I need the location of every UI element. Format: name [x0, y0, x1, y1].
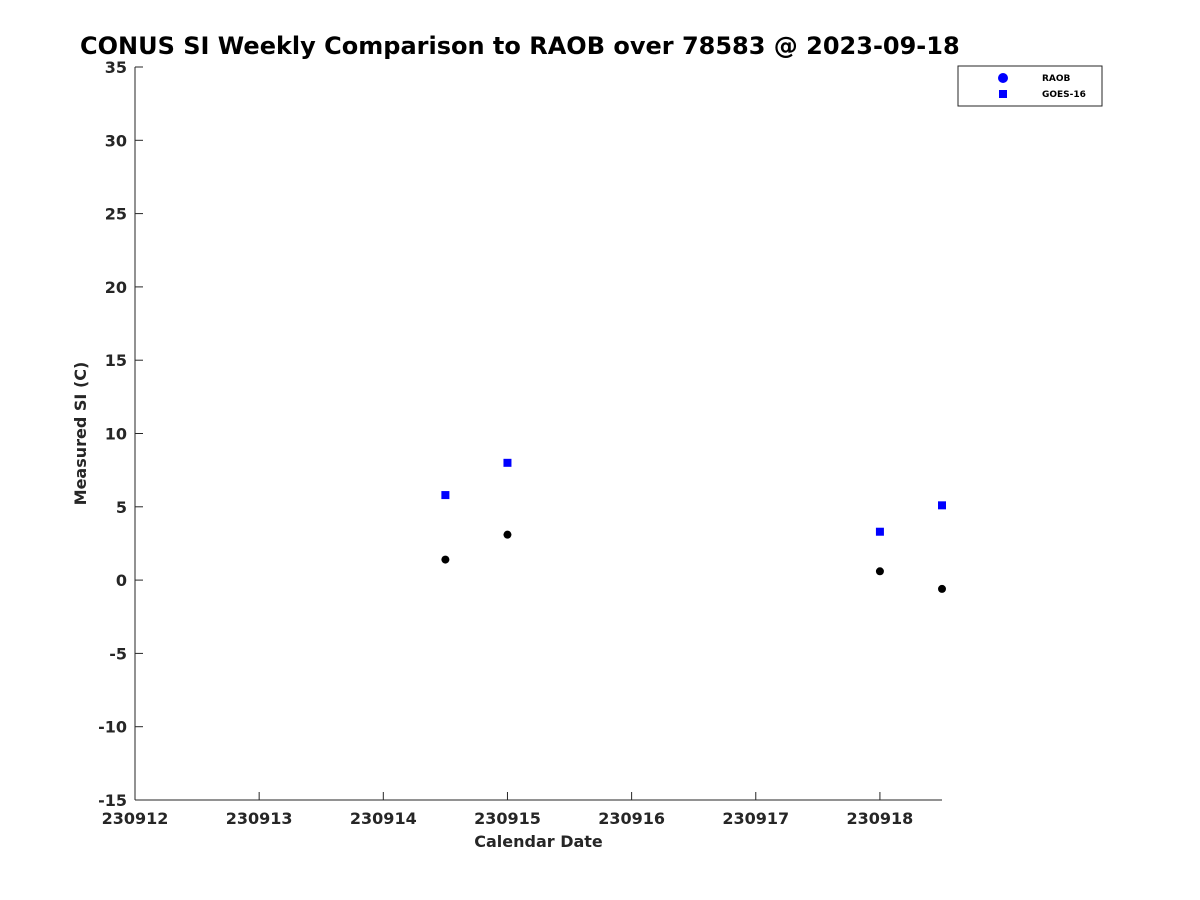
data-markers	[441, 458, 946, 593]
legend: RAOB GOES-16	[957, 65, 1103, 107]
x-tick-label: 230913	[226, 809, 293, 828]
x-tick-label: 230916	[598, 809, 665, 828]
y-tick-label: 30	[105, 131, 127, 150]
raob-point	[875, 567, 884, 576]
raob-point	[503, 530, 512, 539]
y-tick-label: 20	[105, 278, 127, 297]
y-axis-label: Measured SI (C)	[71, 362, 90, 506]
legend-box	[957, 65, 1103, 107]
goes-16-point	[441, 491, 450, 500]
x-tick-label: 230918	[847, 809, 914, 828]
x-tick-label: 230917	[722, 809, 789, 828]
legend-goes-16-marker	[999, 90, 1007, 98]
y-tick-label: 5	[116, 498, 127, 517]
goes-16-point	[875, 527, 884, 536]
legend-goes-16-label: GOES-16	[1042, 90, 1086, 100]
y-tick-label: 10	[105, 425, 127, 444]
legend-raob-marker	[998, 73, 1008, 83]
y-tick-label: 0	[116, 571, 127, 590]
y-tick-label: -15	[98, 791, 127, 810]
plot-area: 230912 230913 230914 230915 230916 230917 2309…	[98, 58, 946, 828]
x-axis-ticks: 230912 230913 230914 230915 230916 230917 2309…	[102, 792, 914, 828]
y-tick-label: 25	[105, 205, 127, 224]
x-axis-label: Calendar Date	[474, 832, 603, 851]
y-tick-label: 35	[105, 58, 127, 77]
raob-point	[441, 555, 450, 564]
goes-16-point	[938, 501, 946, 510]
goes-16-point	[503, 458, 512, 467]
y-axis-ticks: -15 -10 -5 0 5 10 15 20 25 30 35	[98, 58, 143, 810]
y-tick-label: -5	[109, 644, 127, 663]
x-tick-label: 230915	[474, 809, 541, 828]
x-tick-label: 230912	[102, 809, 169, 828]
x-tick-label: 230914	[350, 809, 417, 828]
legend-raob-label: RAOB	[1042, 74, 1071, 84]
chart-title: CONUS SI Weekly Comparison to RAOB over …	[80, 32, 960, 60]
y-tick-label: -10	[98, 718, 127, 737]
raob-point	[938, 584, 946, 593]
y-tick-label: 15	[105, 351, 127, 370]
